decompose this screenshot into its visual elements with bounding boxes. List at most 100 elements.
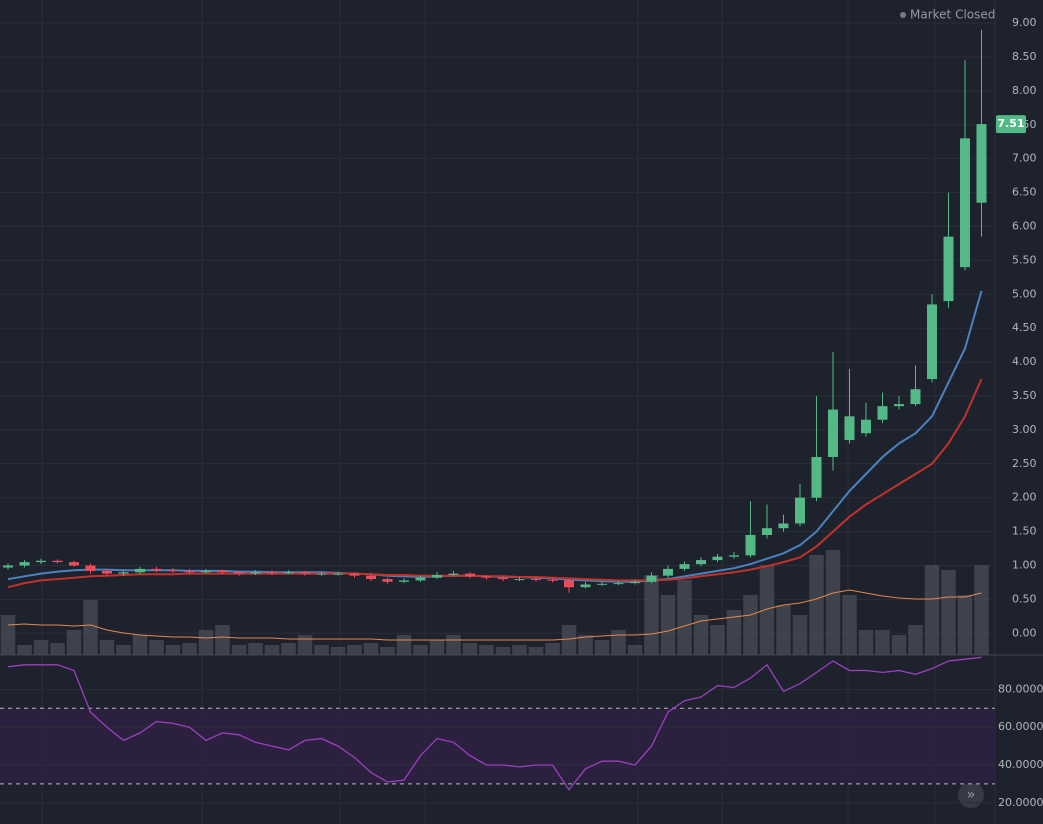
volume-bar bbox=[50, 643, 65, 655]
candle-body bbox=[976, 124, 987, 203]
candle-body bbox=[151, 568, 162, 571]
last-price-badge bbox=[996, 115, 1026, 134]
volume-bar bbox=[644, 575, 659, 655]
candle-body bbox=[300, 572, 310, 574]
candle-body bbox=[531, 579, 541, 581]
y-tick-label: 8.00 bbox=[1012, 84, 1037, 97]
candle-body bbox=[646, 575, 657, 582]
volume-bar bbox=[347, 645, 362, 655]
volume-bar bbox=[396, 635, 412, 655]
candle-body bbox=[448, 573, 459, 575]
volume-bar bbox=[314, 645, 329, 655]
volume-bar bbox=[908, 625, 923, 655]
volume-bar bbox=[66, 630, 82, 655]
volume-bar bbox=[0, 615, 16, 655]
volume-bar bbox=[743, 595, 758, 655]
candle-body bbox=[250, 572, 261, 574]
y-tick-label: 5.50 bbox=[1012, 253, 1037, 266]
volume-bar bbox=[842, 595, 857, 655]
volume-bar bbox=[132, 635, 148, 655]
candle-body bbox=[399, 580, 409, 582]
candle-body bbox=[580, 584, 591, 588]
candle-body bbox=[465, 573, 475, 577]
candle-body bbox=[514, 579, 525, 581]
volume-bar bbox=[891, 635, 907, 655]
y-tick-label: 4.50 bbox=[1012, 321, 1037, 334]
volume-bar bbox=[495, 647, 511, 655]
volume-bar bbox=[83, 600, 98, 655]
y-tick-label: 20.0000 bbox=[998, 796, 1043, 809]
candle-body bbox=[729, 555, 739, 557]
candle-body bbox=[927, 304, 937, 380]
volume-bar bbox=[165, 645, 181, 655]
volume-bar bbox=[380, 647, 395, 655]
volume-bar bbox=[33, 640, 49, 655]
y-tick-label: 0.00 bbox=[1012, 626, 1037, 639]
volume-ma-line bbox=[7, 589, 982, 641]
candle-body bbox=[630, 581, 640, 584]
candle-body bbox=[316, 573, 327, 575]
volume-bar bbox=[611, 630, 626, 655]
volume-bar bbox=[545, 643, 560, 655]
vertical-grid bbox=[41, 0, 936, 824]
y-tick-label: 2.00 bbox=[1012, 491, 1037, 504]
volume-bar bbox=[528, 647, 544, 655]
candle-body bbox=[366, 575, 376, 580]
candle-body bbox=[894, 404, 904, 407]
candle-body bbox=[36, 560, 46, 563]
volume-bar bbox=[710, 625, 725, 655]
volume-bar bbox=[198, 630, 214, 655]
y-tick-label: 80.0000 bbox=[998, 682, 1043, 695]
candle-body bbox=[3, 565, 13, 568]
rsi-line bbox=[7, 656, 982, 791]
volume-bar bbox=[693, 615, 709, 655]
y-tick-label: 4.00 bbox=[1012, 355, 1037, 368]
candle-body bbox=[19, 562, 30, 566]
volume-bar bbox=[726, 610, 742, 655]
candle-body bbox=[415, 577, 426, 581]
scroll-icon[interactable]: » bbox=[967, 787, 976, 803]
scroll-button[interactable] bbox=[958, 782, 984, 808]
candle-body bbox=[844, 416, 855, 441]
volume-bar bbox=[759, 565, 775, 655]
candle-body bbox=[795, 497, 805, 524]
candle-body bbox=[234, 572, 244, 574]
volume-bar bbox=[792, 615, 808, 655]
candle-body bbox=[861, 419, 871, 434]
volume-bar bbox=[858, 630, 874, 655]
volume-bar bbox=[809, 555, 824, 655]
y-tick-label: 6.50 bbox=[1012, 186, 1037, 199]
volume-bar bbox=[578, 635, 593, 655]
y-tick-label: 1.50 bbox=[1012, 525, 1037, 538]
volume-bar bbox=[561, 625, 577, 655]
candle-body bbox=[811, 457, 822, 498]
candle-body bbox=[778, 523, 789, 529]
volume-bar bbox=[875, 630, 890, 655]
y-tick-label: 6.00 bbox=[1012, 219, 1037, 232]
y-tick-label: 3.50 bbox=[1012, 389, 1037, 402]
candle-body bbox=[201, 570, 211, 573]
candle-body bbox=[679, 564, 690, 569]
moving-average-line bbox=[7, 378, 983, 589]
candle-body bbox=[663, 568, 673, 576]
candle-body bbox=[960, 138, 970, 268]
volume-bar bbox=[594, 640, 610, 655]
volume-bar bbox=[825, 550, 841, 655]
y-tick-label: 9.00 bbox=[1012, 16, 1037, 29]
y-tick-label: 5.00 bbox=[1012, 287, 1037, 300]
volume-bar bbox=[479, 645, 494, 655]
candle-body bbox=[597, 583, 607, 585]
candle-body bbox=[745, 534, 756, 556]
volume-bar bbox=[215, 625, 230, 655]
candle-body bbox=[184, 570, 195, 573]
candle-body bbox=[943, 236, 954, 302]
y-tick-label: 7.00 bbox=[1012, 152, 1037, 165]
candle-body bbox=[910, 389, 921, 405]
volume-bar bbox=[957, 595, 973, 655]
candle-body bbox=[828, 409, 838, 458]
candle-body bbox=[564, 580, 574, 588]
candle-body bbox=[118, 572, 129, 574]
